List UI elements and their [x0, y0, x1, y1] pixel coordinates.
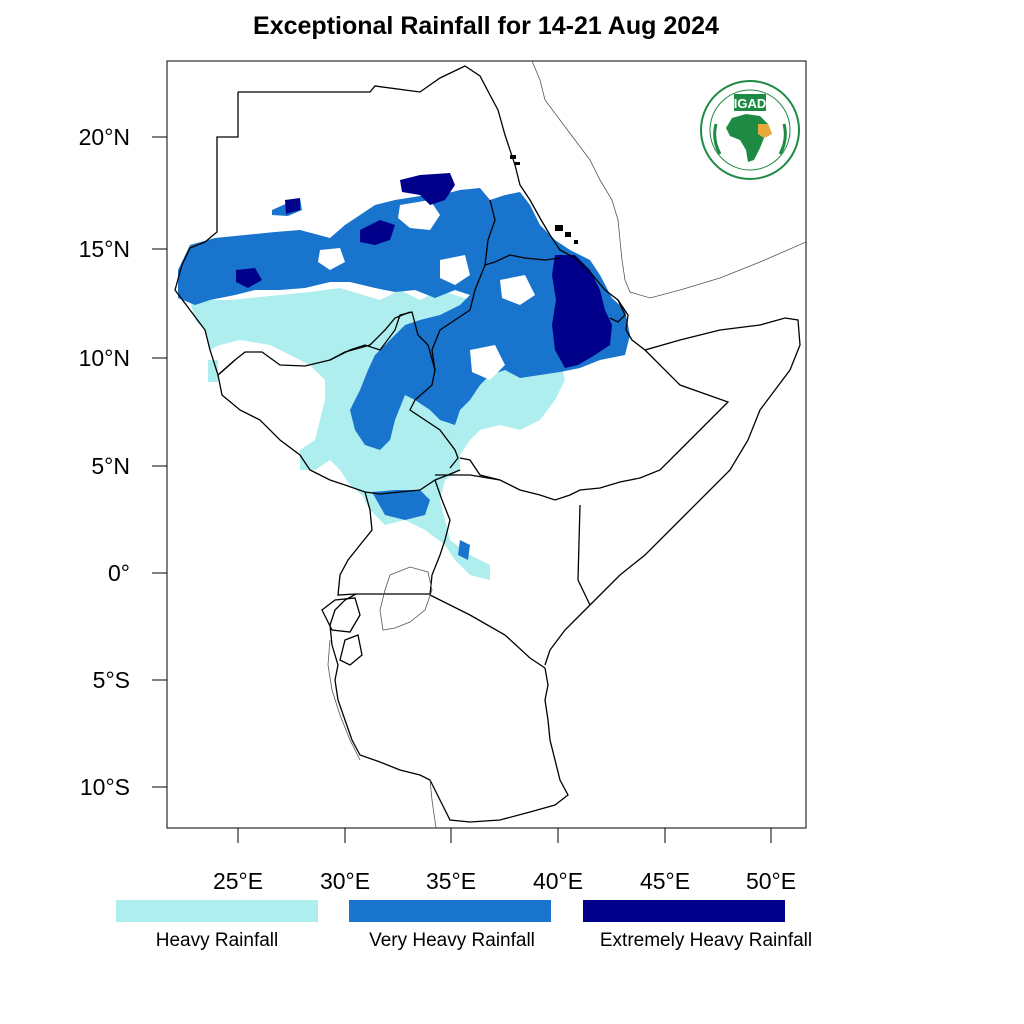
map-title: Exceptional Rainfall for 14-21 Aug 2024 [253, 12, 719, 40]
map-frame [166, 60, 807, 829]
legend-label-extremely-heavy: Extremely Heavy Rainfall [599, 930, 813, 951]
lat-tick-label: 10°N [79, 345, 130, 371]
lon-tick-label: 45°E [640, 868, 690, 894]
lat-tick-label: 20°N [79, 124, 130, 150]
lon-tick-labels: 25°E 30°E 35°E 40°E 45°E 50°E [213, 868, 796, 894]
legend-swatch-extremely-heavy [583, 900, 785, 922]
legend-swatch-very-heavy [349, 900, 551, 922]
lat-tick-label: 10°S [80, 774, 130, 800]
lon-tick-label: 25°E [213, 868, 263, 894]
lat-tick-labels: 20°N 15°N 10°N 5°N 0° 5°S 10°S [79, 124, 130, 800]
legend-swatch-heavy [116, 900, 318, 922]
lat-ticks [152, 136, 167, 788]
lon-ticks [237, 828, 772, 843]
legend-label-heavy: Heavy Rainfall [155, 930, 279, 951]
lat-tick-label: 5°N [91, 453, 130, 479]
lat-tick-label: 5°S [93, 667, 130, 693]
lat-tick-label: 15°N [79, 236, 130, 262]
igad-logo: IGAD [700, 80, 800, 180]
lon-tick-label: 40°E [533, 868, 583, 894]
red-sea-islands [510, 155, 578, 244]
logo-text: IGAD [734, 96, 767, 111]
lat-tick-label: 0° [108, 560, 130, 586]
lon-tick-label: 35°E [426, 868, 476, 894]
lon-tick-label: 50°E [746, 868, 796, 894]
legend-label-very-heavy: Very Heavy Rainfall [369, 930, 535, 951]
lon-tick-label: 30°E [320, 868, 370, 894]
rainfall-gaps [318, 200, 535, 380]
extremely-heavy-rainfall-area [236, 173, 612, 368]
coastline-gray [327, 61, 806, 828]
